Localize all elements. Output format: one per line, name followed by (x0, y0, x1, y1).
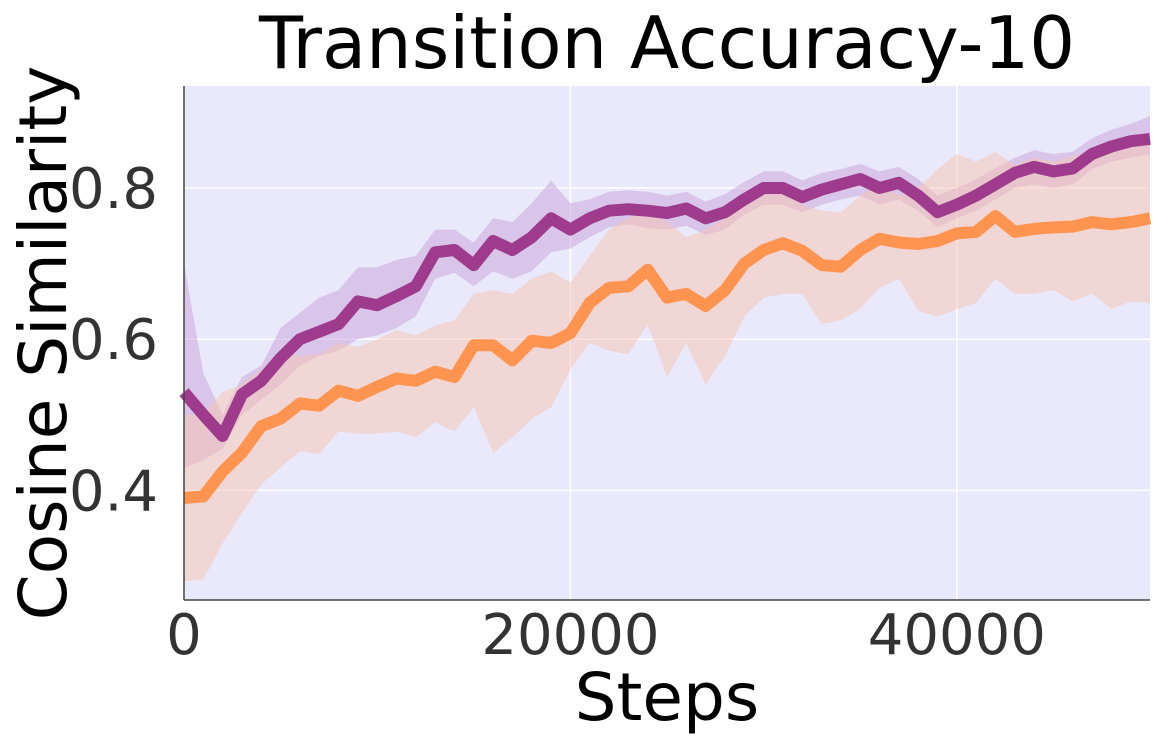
series-2-line (183, 210, 1152, 504)
y-tick-label: 0.4 (69, 459, 158, 524)
x-tick-label: 40000 (868, 603, 1046, 668)
series-1-line (179, 132, 1151, 442)
x-tick-labels: 0 20000 40000 (166, 603, 1046, 668)
chart-title: Transition Accuracy-10 (258, 1, 1075, 85)
series-lines (179, 132, 1152, 504)
y-tick-label: 0.8 (69, 157, 158, 222)
y-tick-labels: 0.4 0.6 0.8 (69, 157, 158, 524)
y-axis-label: Cosine Similarity (5, 66, 82, 621)
y-tick-label: 0.6 (69, 308, 158, 373)
x-tick-label: 0 (166, 603, 202, 668)
x-axis-label: Steps (575, 659, 760, 736)
x-tick-label: 20000 (481, 603, 659, 668)
